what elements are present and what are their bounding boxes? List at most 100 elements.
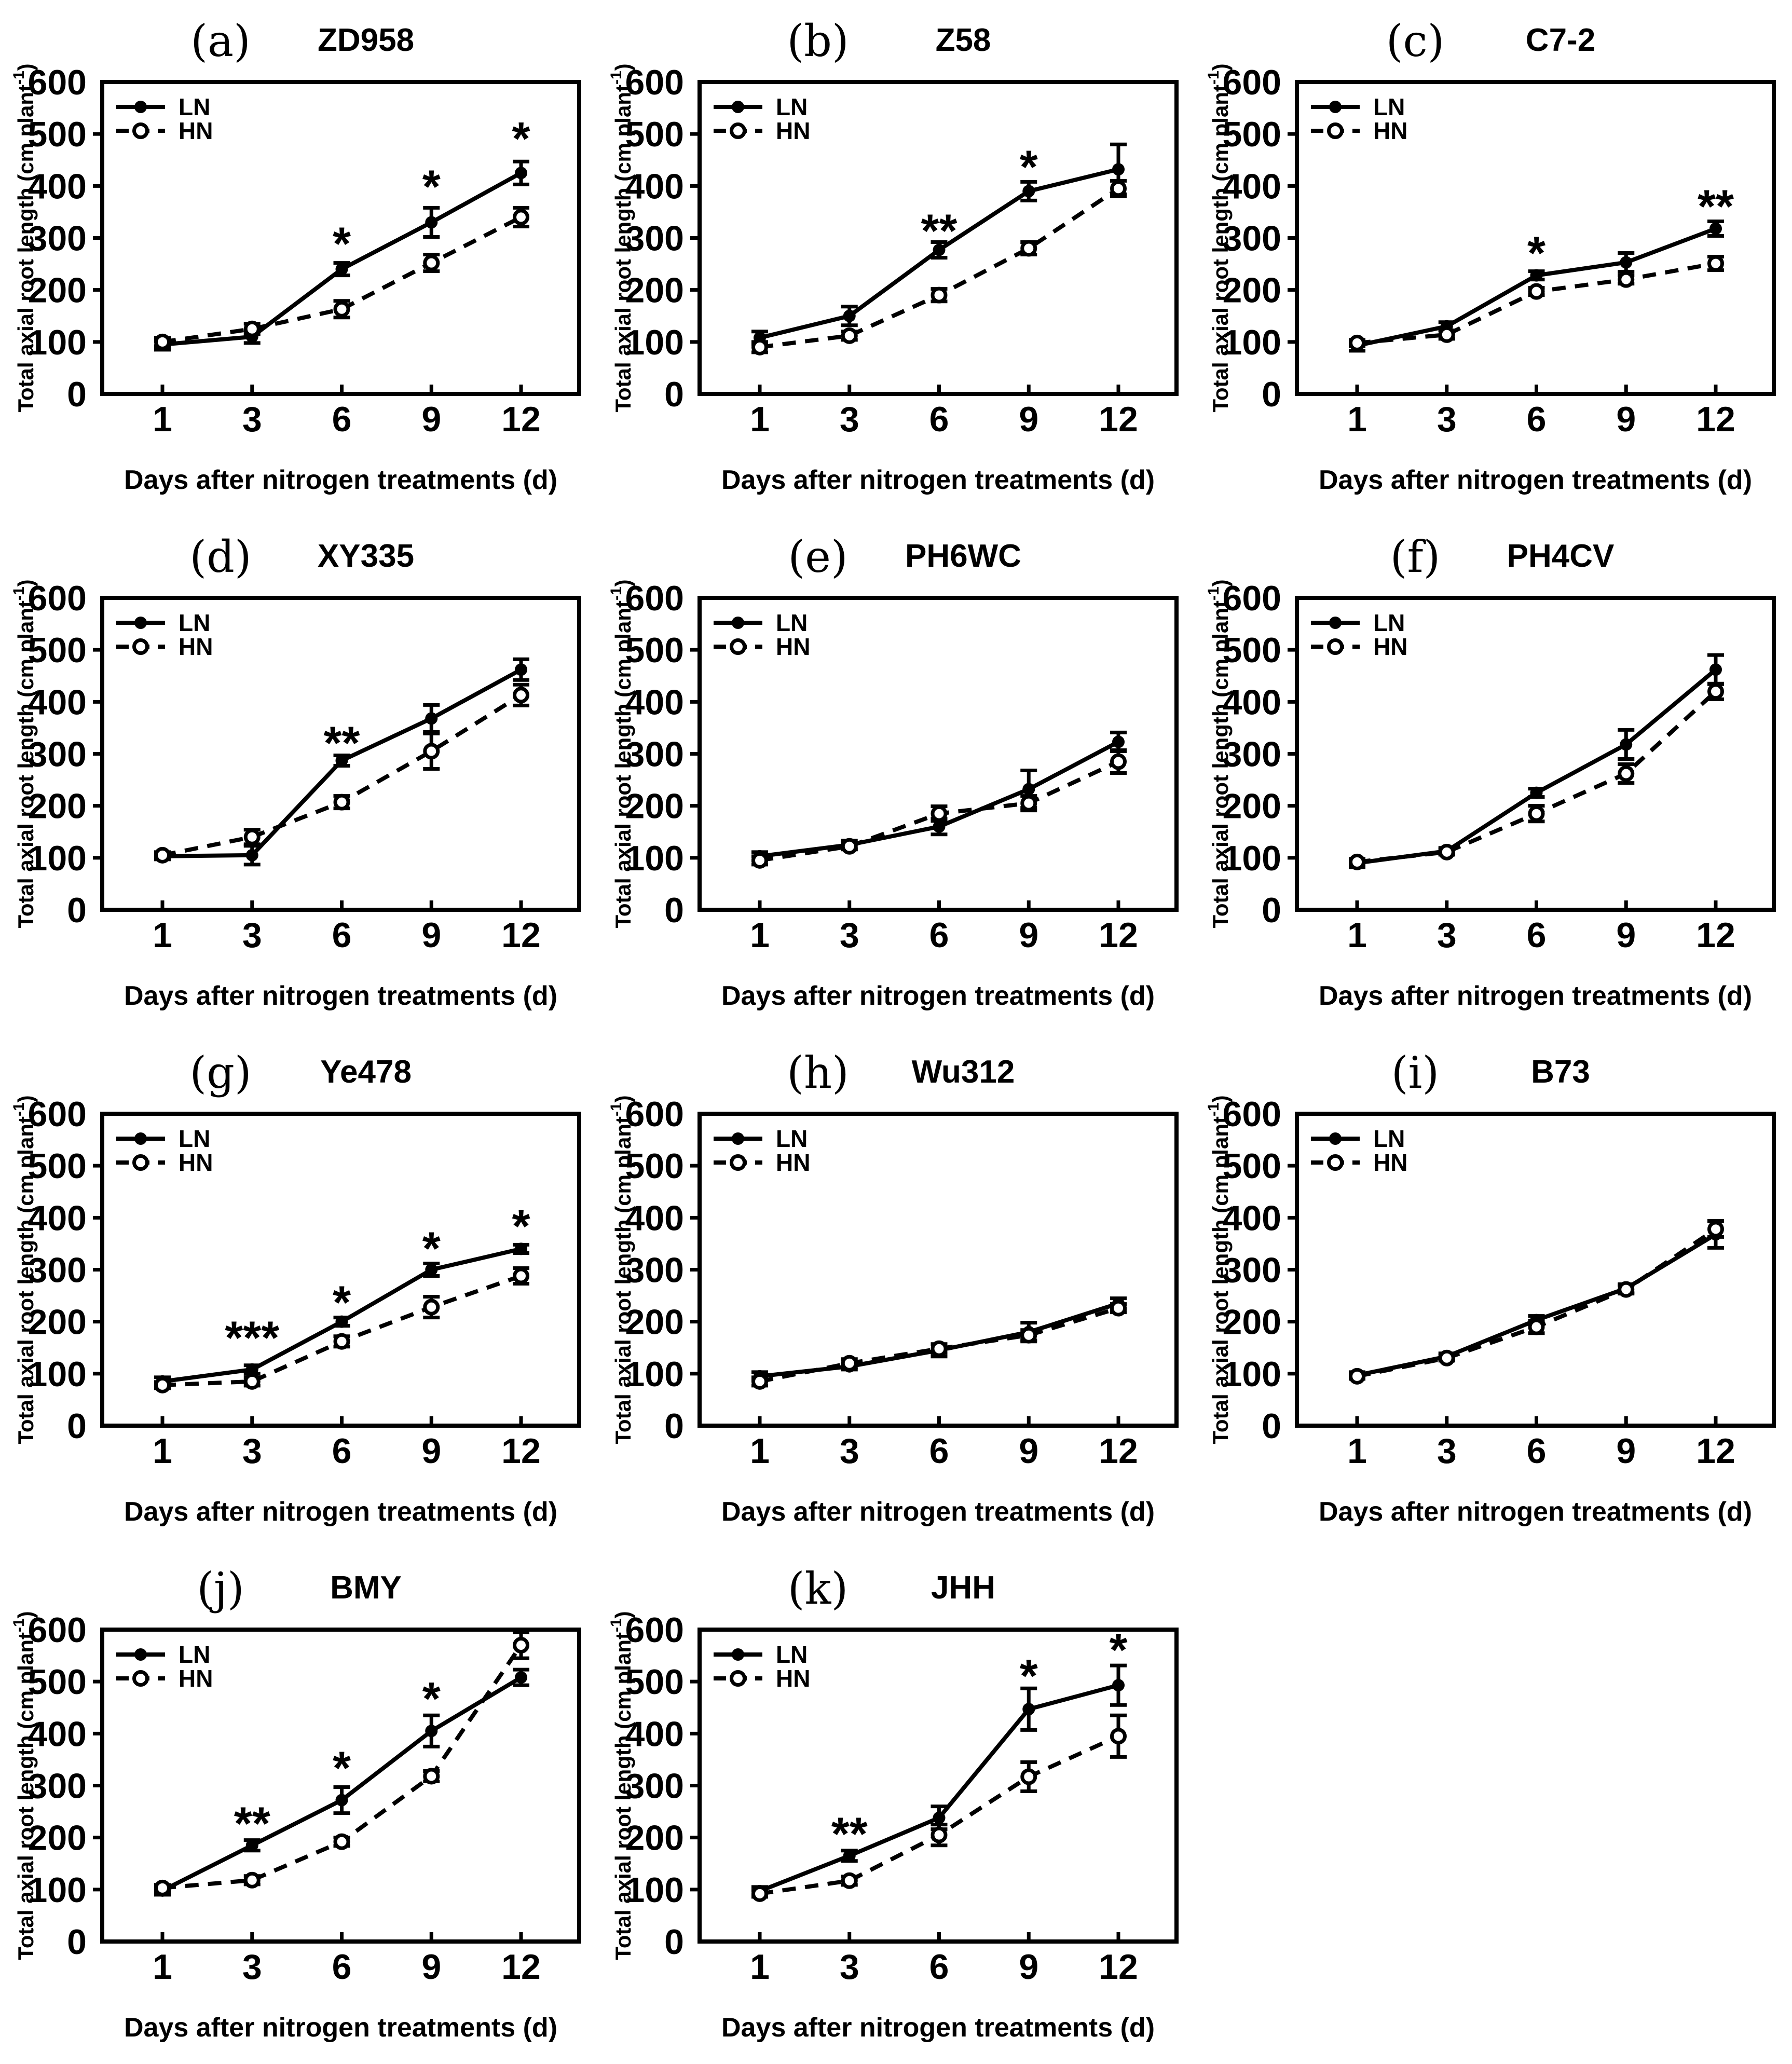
x-tick-label: 1: [750, 915, 770, 955]
y-tick-label: 600: [1223, 63, 1281, 102]
x-tick-label: 3: [242, 915, 262, 955]
data-point-LN: [335, 263, 348, 276]
y-tick-label: 300: [1223, 735, 1281, 774]
y-tick-label: 0: [67, 1406, 87, 1446]
significance-asterisk: *: [1020, 141, 1038, 193]
legend-marker-LN: [732, 1648, 744, 1661]
y-axis-title: Total axial root length (cm plant-1): [608, 1611, 635, 1960]
y-tick-label: 200: [28, 1819, 87, 1858]
legend-label-LN: LN: [1373, 609, 1405, 636]
data-point-HN: [1438, 1349, 1455, 1366]
data-point-LN: [425, 712, 438, 725]
y-tick-label: 100: [28, 1355, 87, 1394]
data-point-LN: [515, 1671, 527, 1684]
y-axis-title: Total axial root length (cm plant-1): [1205, 579, 1233, 928]
legend-marker-LN: [134, 1648, 147, 1661]
data-point-HN: [1528, 283, 1545, 300]
y-tick-label: 0: [664, 891, 684, 930]
significance-asterisk: **: [323, 717, 360, 769]
x-tick-label: 1: [153, 1947, 172, 1987]
y-tick-label: 400: [625, 682, 684, 722]
panel-letter: (f): [1390, 531, 1441, 582]
significance-asterisk: *: [422, 161, 441, 213]
data-point-LN: [1620, 738, 1633, 751]
data-point-HN: [1110, 753, 1127, 770]
chart-panel-BMY: (j) BMY Total axial root length (cm plant-…: [0, 1548, 597, 2063]
x-tick-label: 12: [1099, 1431, 1138, 1471]
legend-marker-HN: [1327, 638, 1344, 655]
data-point-HN: [513, 209, 529, 226]
series-HN: [154, 682, 529, 864]
data-point-HN: [243, 1871, 261, 1889]
y-tick-label: 300: [28, 1767, 87, 1806]
legend-label-LN: LN: [1373, 1125, 1405, 1152]
series-line-HN: [1357, 1227, 1717, 1378]
chart-svg-BMY: (j) BMY Total axial root length (cm plant-…: [10, 1563, 581, 2043]
y-tick-label: 0: [664, 375, 684, 414]
data-point-HN: [1528, 1318, 1545, 1335]
x-tick-label: 9: [1019, 915, 1038, 955]
chart-svg-Z58: (b) Z58 Total axial root length (cm plant-…: [608, 16, 1179, 495]
panel-letter: (c): [1386, 16, 1445, 66]
data-point-HN: [423, 743, 440, 760]
y-tick-label: 200: [625, 271, 684, 310]
panel-title: XY335: [318, 538, 414, 574]
series-HN: [154, 1630, 529, 1896]
x-tick-label: 3: [242, 1947, 262, 1987]
data-point-HN: [513, 1267, 529, 1284]
x-tick-label: 6: [1527, 915, 1547, 955]
x-axis-title: Days after nitrogen treatments (d): [1319, 465, 1752, 495]
x-tick-label: 12: [1696, 1431, 1735, 1471]
y-tick-label: 0: [664, 1406, 684, 1446]
data-point-HN: [1110, 180, 1127, 197]
legend-label-HN: HN: [1373, 1149, 1407, 1176]
y-tick-label: 400: [1223, 1198, 1281, 1238]
legend-marker-HN: [1327, 122, 1344, 139]
panel-title: Z58: [936, 22, 991, 58]
x-tick-label: 6: [1527, 1431, 1547, 1471]
y-tick-label: 500: [28, 115, 87, 154]
legend-label-HN: HN: [179, 117, 213, 144]
y-tick-label: 600: [28, 1095, 87, 1134]
y-tick-label: 400: [28, 1714, 87, 1754]
data-point-HN: [1618, 1281, 1635, 1298]
x-tick-label: 6: [929, 1431, 949, 1471]
x-axis-title: Days after nitrogen treatments (d): [1319, 981, 1752, 1011]
significance-asterisk: *: [512, 113, 530, 165]
y-tick-label: 200: [625, 787, 684, 826]
data-point-HN: [1707, 1221, 1724, 1238]
series-line-LN: [759, 1683, 1119, 1893]
x-tick-label: 1: [153, 915, 172, 955]
y-tick-label: 600: [625, 63, 684, 102]
legend-label-HN: HN: [1373, 633, 1407, 660]
legend-label-LN: LN: [776, 93, 808, 120]
x-tick-label: 12: [501, 1947, 541, 1987]
data-point-HN: [1707, 255, 1724, 272]
chart-panel-JHH: (k) JHH Total axial root length (cm plant-…: [597, 1548, 1195, 2063]
x-tick-label: 3: [1437, 915, 1457, 955]
x-tick-label: 9: [1616, 1431, 1636, 1471]
axis-frame: [1295, 1112, 1776, 1428]
legend-label-LN: LN: [179, 609, 210, 636]
panel-letter: (b): [787, 16, 849, 66]
x-tick-label: 12: [1099, 1947, 1138, 1987]
data-point-HN: [841, 1355, 858, 1372]
series-HN: [154, 1266, 529, 1393]
data-point-HN: [243, 320, 261, 337]
series-LN: [751, 1663, 1127, 1897]
x-tick-label: 9: [1019, 1431, 1038, 1471]
y-tick-label: 400: [1223, 167, 1281, 206]
x-tick-label: 6: [929, 915, 949, 955]
data-point-LN: [933, 1811, 946, 1824]
x-axis-title: Days after nitrogen treatments (d): [721, 465, 1155, 495]
x-axis-title: Days after nitrogen treatments (d): [124, 2013, 557, 2043]
legend-marker-LN: [134, 1132, 147, 1145]
data-point-LN: [1112, 163, 1125, 176]
panel-title: Wu312: [912, 1054, 1015, 1090]
y-tick-label: 500: [625, 1146, 684, 1186]
y-tick-label: 0: [664, 1922, 684, 1962]
y-tick-label: 500: [1223, 631, 1281, 670]
chart-svg-Wu312: (h) Wu312 Total axial root length (cm plan…: [608, 1047, 1179, 1527]
